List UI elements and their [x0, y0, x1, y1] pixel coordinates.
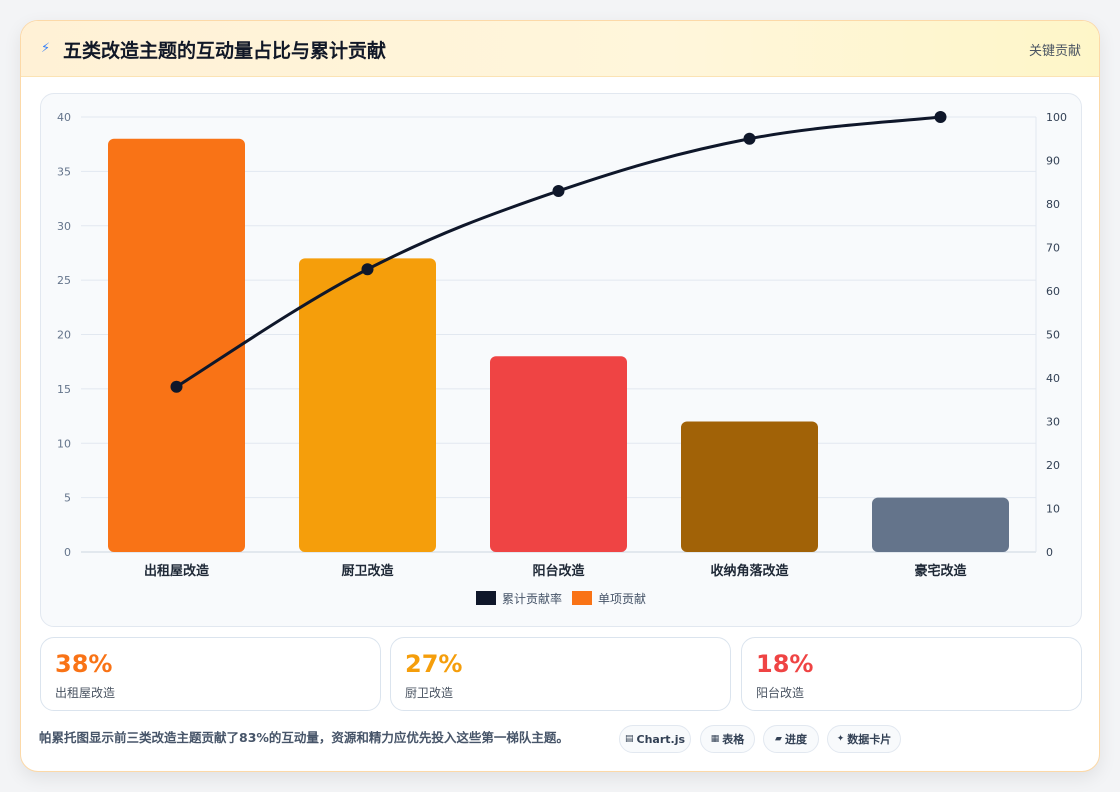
progress-icon: ▰ — [775, 734, 782, 744]
lightning-icon: ⚡ — [41, 41, 51, 56]
y-right-tick-label: 50 — [1046, 329, 1060, 342]
y-left-tick-label: 20 — [57, 329, 71, 342]
main-card: ⚡ 五类改造主题的互动量占比与累计贡献 关键贡献 0 5 10 15 20 25 30 35 4… — [20, 20, 1100, 772]
y-left-tick-label: 25 — [57, 274, 71, 287]
key-contribution-badge: 关键贡献 — [1028, 44, 1081, 59]
y-right-tick-label: 0 — [1046, 546, 1053, 559]
y-right-tick-label: 40 — [1046, 372, 1060, 385]
y-right-tick-label: 20 — [1046, 459, 1060, 472]
y-left-tick-label: 35 — [57, 165, 71, 178]
pareto-chart: 0 5 10 15 20 25 30 35 40 0 10 20 30 40 50 60 70 80 90 100 出租… — [40, 93, 1082, 627]
chart-canvas: 0 5 10 15 20 25 30 35 40 0 10 20 30 40 50 60 70 80 90 100 出租… — [57, 111, 1067, 606]
y-right-tick-label: 30 — [1046, 416, 1060, 429]
stat-label: 阳台改造 — [756, 686, 805, 700]
tag-progress[interactable]: ▰ 进度 — [763, 725, 819, 753]
y-right-tick-label: 60 — [1046, 285, 1060, 298]
x-tick-label: 厨卫改造 — [341, 563, 394, 579]
summary-note: 帕累托图显示前三类改造主题贡献了83%的互动量，资源和精力应优先投入这些第一梯队… — [39, 730, 569, 745]
stat-card-3: 18% 阳台改造 — [741, 637, 1082, 711]
stat-pct: 27% — [405, 650, 463, 678]
bar — [490, 356, 627, 552]
page-title: 五类改造主题的互动量占比与累计贡献 — [63, 40, 387, 62]
tag-label: Chart.js — [636, 732, 686, 746]
stat-card-2: 27% 厨卫改造 — [390, 637, 731, 711]
bar — [299, 258, 436, 552]
chart-icon: ▤ — [624, 734, 634, 744]
y-right-tick-label: 70 — [1046, 242, 1060, 255]
y-left-tick-label: 40 — [57, 111, 71, 124]
tag-data-card[interactable]: ✦ 数据卡片 — [827, 725, 901, 753]
bar — [872, 497, 1009, 552]
tag-label: 数据卡片 — [847, 733, 892, 746]
legend-swatch-bar — [572, 591, 592, 605]
tag-label: 进度 — [784, 733, 807, 746]
cumulative-point — [743, 132, 756, 145]
y-left-tick-label: 30 — [57, 220, 71, 233]
stat-label: 出租屋改造 — [55, 686, 116, 700]
tag-table[interactable]: ▦ 表格 — [700, 725, 755, 753]
bar — [681, 421, 818, 552]
x-tick-label: 豪宅改造 — [914, 563, 967, 579]
tag-chartjs[interactable]: ▤ Chart.js — [619, 725, 691, 753]
stat-pct: 18% — [756, 650, 814, 678]
y-left-tick-label: 5 — [64, 492, 71, 505]
y-right-tick-label: 80 — [1046, 198, 1060, 211]
x-tick-label: 出租屋改造 — [144, 563, 210, 579]
card-header: ⚡ 五类改造主题的互动量占比与累计贡献 关键贡献 — [21, 21, 1099, 77]
legend-label: 单项贡献 — [598, 591, 646, 606]
cumulative-line — [175, 115, 941, 388]
legend-swatch-cumulative — [476, 591, 496, 605]
cumulative-point — [361, 263, 374, 276]
y-left-tick-label: 10 — [57, 437, 71, 450]
y-right-tick-label: 10 — [1046, 503, 1060, 516]
cumulative-point — [170, 380, 183, 393]
x-tick-label: 阳台改造 — [532, 563, 585, 579]
y-left-tick-label: 15 — [57, 383, 71, 396]
stat-label: 厨卫改造 — [405, 686, 454, 700]
stat-card-1: 38% 出租屋改造 — [40, 637, 381, 711]
x-tick-label: 收纳角落改造 — [710, 563, 789, 579]
table-icon: ▦ — [710, 734, 720, 744]
cumulative-point — [552, 184, 565, 197]
sparkle-icon: ✦ — [836, 734, 845, 744]
cumulative-point — [934, 111, 947, 123]
y-right-tick-label: 100 — [1046, 111, 1067, 124]
y-right-tick-label: 90 — [1046, 155, 1060, 168]
y-left-tick-label: 0 — [64, 546, 71, 559]
stat-pct: 38% — [55, 650, 113, 678]
bar — [108, 138, 245, 552]
tag-label: 表格 — [722, 733, 745, 746]
legend-label: 累计贡献率 — [502, 591, 562, 606]
